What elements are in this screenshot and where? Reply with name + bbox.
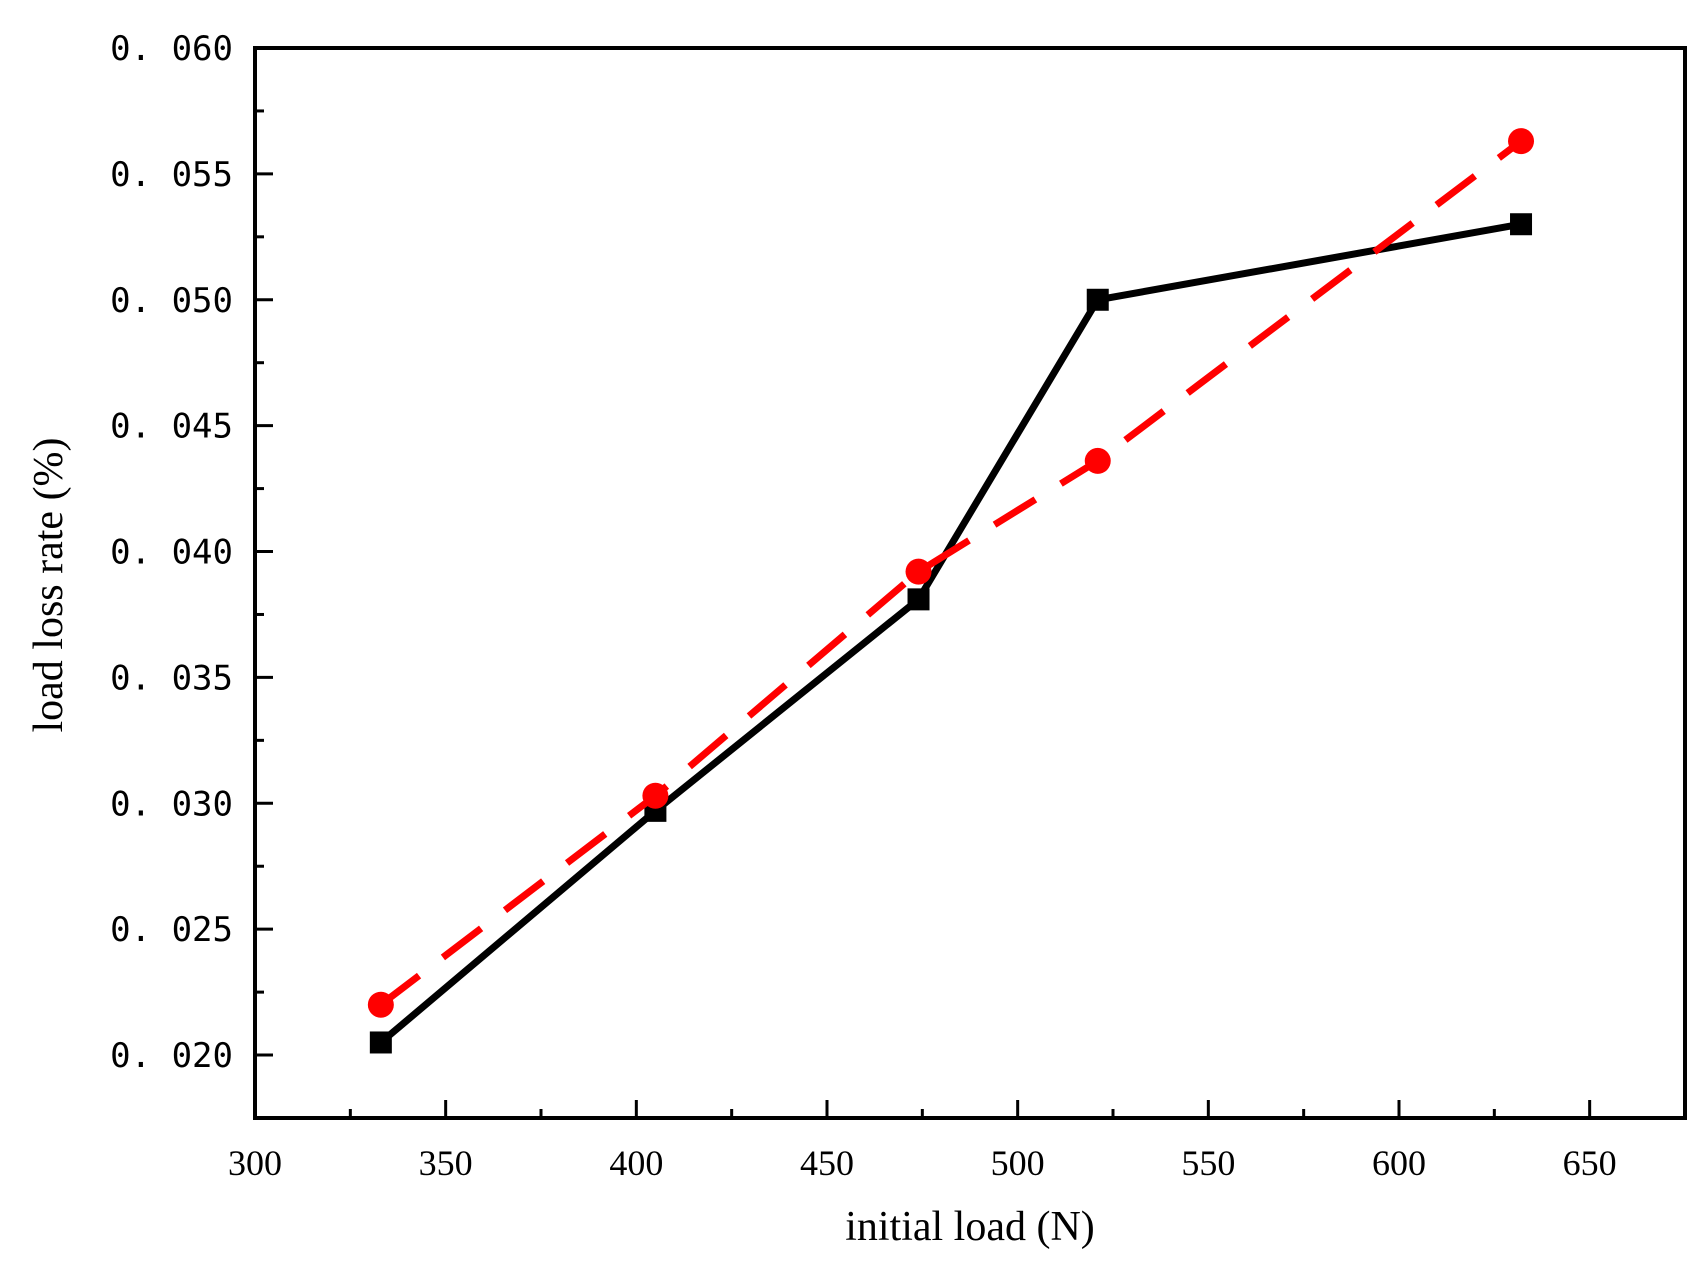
x-tick-label: 500	[991, 1143, 1045, 1183]
y-tick-label: 0. 045	[110, 407, 233, 447]
x-tick-label: 350	[419, 1143, 473, 1183]
series-1-line	[378, 220, 1522, 1046]
series-1-point	[369, 1031, 392, 1054]
y-tick-label: 0. 035	[110, 658, 233, 698]
x-axis-ticks: 300 350 400 450 500 550 600 650	[228, 1100, 1617, 1183]
series-1-point	[1510, 213, 1533, 236]
x-tick-label: 550	[1181, 1143, 1235, 1183]
y-tick-label: 0. 030	[110, 784, 233, 824]
series-layer	[367, 128, 1535, 1054]
x-tick-label: 400	[609, 1143, 663, 1183]
y-axis-ticks: 0. 020 0. 025 0. 030 0. 035 0. 040 0. 045 0. 0…	[110, 29, 273, 1120]
plot-frame	[253, 46, 1687, 1120]
x-tick-label: 650	[1563, 1143, 1617, 1183]
x-tick-label: 300	[228, 1143, 282, 1183]
series-2-point	[367, 991, 394, 1018]
x-tick-label: 600	[1372, 1143, 1426, 1183]
series-1-point	[1086, 288, 1109, 311]
series-2-point	[1508, 128, 1535, 155]
y-tick-label: 0. 025	[110, 910, 233, 950]
x-tick-label: 450	[800, 1143, 854, 1183]
y-tick-label: 0. 055	[110, 155, 233, 195]
series-1-point	[907, 588, 930, 611]
y-tick-label: 0. 060	[110, 29, 233, 69]
x-axis-title: initial load (N)	[845, 1204, 1095, 1250]
series-2-line	[378, 138, 1524, 1008]
series-2-point	[1084, 447, 1111, 474]
y-tick-label: 0. 040	[110, 533, 233, 573]
series-2-point	[642, 782, 669, 809]
y-tick-label: 0. 020	[110, 1036, 233, 1076]
series-2-point	[905, 558, 932, 585]
y-axis-title: load loss rate (%)	[26, 437, 72, 732]
y-tick-label: 0. 050	[110, 281, 233, 321]
